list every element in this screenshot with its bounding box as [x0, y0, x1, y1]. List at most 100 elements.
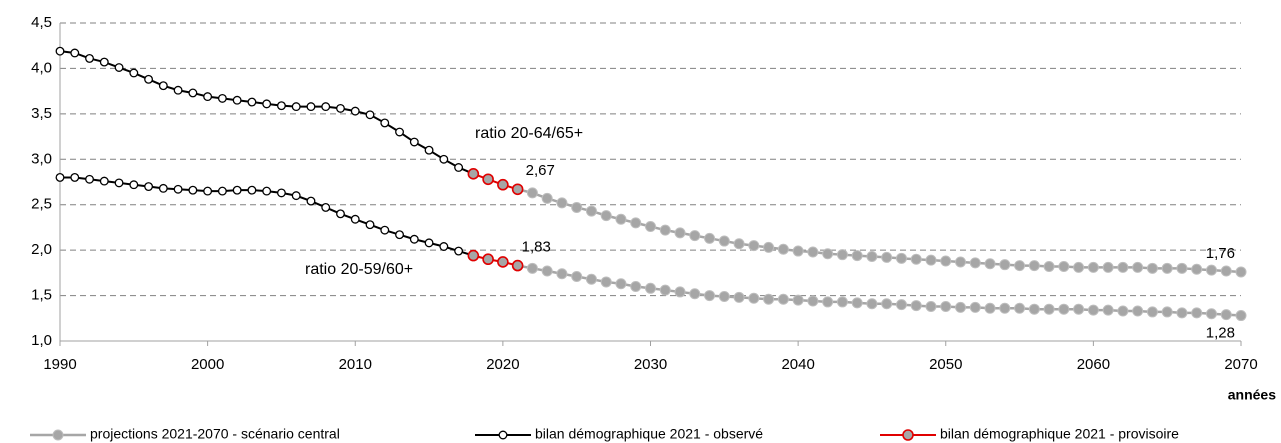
data-point	[807, 295, 819, 307]
data-point	[232, 95, 242, 105]
data-point	[85, 53, 94, 63]
data-point	[895, 252, 907, 264]
data-point	[556, 268, 568, 280]
data-point	[1117, 261, 1129, 273]
data-point	[925, 254, 937, 266]
data-point	[984, 258, 996, 270]
data-point	[409, 234, 419, 244]
data-point	[217, 93, 227, 103]
data-point	[1132, 261, 1144, 273]
data-point	[70, 48, 80, 58]
data-point	[321, 202, 331, 212]
data-point	[777, 243, 789, 255]
y-tick-label: 1,0	[31, 332, 52, 349]
data-point	[969, 257, 981, 269]
legend-label: bilan démographique 2021 - observé	[535, 426, 763, 442]
y-tick-label: 2,5	[31, 196, 52, 213]
data-point	[144, 74, 154, 84]
data-point	[262, 186, 272, 196]
data-point	[144, 182, 154, 191]
data-point	[424, 145, 434, 155]
data-point	[659, 224, 671, 236]
data-point	[615, 278, 627, 290]
data-point	[984, 302, 996, 314]
data-point	[851, 297, 863, 309]
x-tick-label: 2070	[1224, 356, 1257, 373]
data-point	[497, 178, 509, 191]
data-point	[1220, 309, 1232, 321]
data-point	[969, 301, 981, 313]
data-point	[1058, 303, 1070, 315]
data-point	[1028, 303, 1040, 315]
data-point	[1102, 261, 1114, 273]
data-point	[1043, 260, 1055, 272]
data-point	[365, 220, 375, 230]
data-point	[526, 262, 538, 274]
data-point	[467, 168, 480, 180]
data-point	[999, 259, 1011, 271]
y-tick-label: 1,5	[31, 287, 52, 304]
data-point	[585, 273, 597, 285]
data-point	[630, 280, 642, 292]
data-point	[1220, 265, 1232, 277]
data-point	[1043, 303, 1055, 315]
data-point	[674, 227, 686, 239]
data-point	[262, 99, 272, 109]
data-point	[173, 85, 183, 95]
data-point	[718, 235, 730, 247]
data-point	[792, 245, 804, 257]
legend-marker	[902, 429, 914, 441]
y-tick-label: 3,5	[31, 105, 52, 122]
data-point	[866, 298, 878, 310]
data-point	[276, 188, 286, 198]
data-point	[541, 192, 553, 204]
data-point	[615, 213, 627, 225]
data-point	[1176, 262, 1188, 274]
data-point	[511, 183, 524, 196]
data-point	[940, 300, 952, 312]
data-point	[1117, 305, 1129, 317]
data-point	[1102, 304, 1114, 316]
data-point	[188, 185, 198, 195]
data-point	[247, 185, 257, 195]
data-point	[1058, 260, 1070, 272]
data-point	[822, 248, 834, 260]
data-point	[925, 300, 937, 312]
data-point	[173, 184, 183, 194]
data-point	[704, 290, 716, 302]
data-point	[1176, 307, 1188, 319]
data-point	[733, 238, 745, 250]
data-point	[600, 210, 612, 222]
data-point	[276, 101, 286, 111]
data-point	[940, 255, 952, 267]
data-point	[439, 154, 449, 164]
data-point	[380, 225, 390, 235]
data-point	[1132, 305, 1144, 317]
data-point	[85, 174, 94, 184]
data-point	[895, 299, 907, 311]
data-point	[409, 137, 419, 147]
x-tick-label: 2030	[634, 356, 667, 373]
data-point	[689, 288, 701, 300]
y-tick-label: 4,5	[31, 14, 52, 31]
data-point	[99, 57, 109, 67]
data-point	[1235, 310, 1247, 322]
series-line	[473, 254, 518, 267]
data-point	[203, 186, 213, 196]
data-point	[232, 185, 242, 195]
data-point	[1235, 266, 1247, 278]
data-point	[645, 282, 656, 294]
data-point	[70, 173, 80, 182]
data-point	[1073, 303, 1085, 315]
data-point	[999, 302, 1011, 314]
data-point	[763, 293, 775, 305]
data-point	[630, 217, 642, 229]
data-point	[454, 163, 464, 172]
data-point	[733, 291, 745, 303]
data-point	[1205, 264, 1217, 276]
data-point	[689, 230, 701, 242]
data-point	[336, 103, 345, 113]
data-point	[217, 186, 227, 196]
data-point	[659, 284, 671, 296]
data-point	[380, 118, 390, 128]
